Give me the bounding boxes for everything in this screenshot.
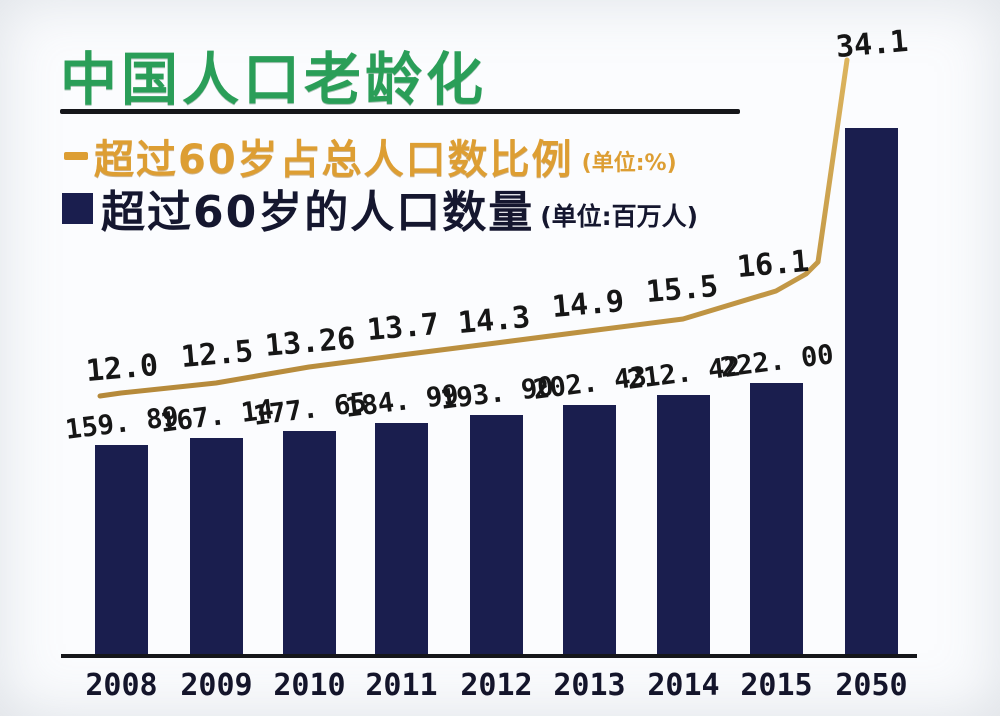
line-value-2013: 14.9 xyxy=(550,283,626,326)
bar-2013 xyxy=(563,405,616,654)
x-axis-label-2013: 2013 xyxy=(553,668,626,703)
x-axis-label-2050: 2050 xyxy=(835,668,908,703)
bar-2010 xyxy=(283,431,336,654)
line-value-2014: 15.5 xyxy=(644,268,720,311)
x-axis-label-2012: 2012 xyxy=(460,668,533,703)
x-axis-label-2014: 2014 xyxy=(647,668,720,703)
line-value-2011: 13.7 xyxy=(365,306,441,349)
line-value-2015: 16.1 xyxy=(735,243,811,286)
bar-2011 xyxy=(375,423,428,654)
title-underline xyxy=(60,109,740,114)
line-series-swatch-icon xyxy=(64,152,88,160)
bar-2012 xyxy=(470,415,523,654)
x-axis-label-2015: 2015 xyxy=(740,668,813,703)
x-axis-label-2009: 2009 xyxy=(180,668,253,703)
bar-value-2015: 222. 00 xyxy=(718,339,835,384)
x-axis-line xyxy=(61,654,917,658)
page-title: 中国人口老龄化 xyxy=(60,47,487,113)
bar-series-unit: (单位:百万人) xyxy=(540,202,699,231)
bar-series-swatch-icon xyxy=(62,192,93,224)
line-value-2012: 14.3 xyxy=(456,299,532,342)
line-value-2050: 34.1 xyxy=(834,23,910,66)
bar-2009 xyxy=(190,438,243,654)
bar-series-label: 超过60岁的人口数量 xyxy=(101,187,535,238)
line-value-2010: 13.26 xyxy=(263,321,357,364)
line-value-2009: 12.5 xyxy=(179,333,255,376)
bar-2015 xyxy=(750,383,803,654)
bar-2014 xyxy=(657,395,710,654)
line-series-unit: (单位:%) xyxy=(581,151,677,176)
bar-2050 xyxy=(845,128,898,654)
x-axis-label-2010: 2010 xyxy=(273,668,346,703)
line-value-2008: 12.0 xyxy=(84,347,160,390)
bar-2008 xyxy=(95,445,148,654)
x-axis-label-2011: 2011 xyxy=(365,668,438,703)
x-axis-label-2008: 2008 xyxy=(85,668,158,703)
legend-bar-series: 超过60岁的人口数量 (单位:百万人) xyxy=(62,176,698,240)
